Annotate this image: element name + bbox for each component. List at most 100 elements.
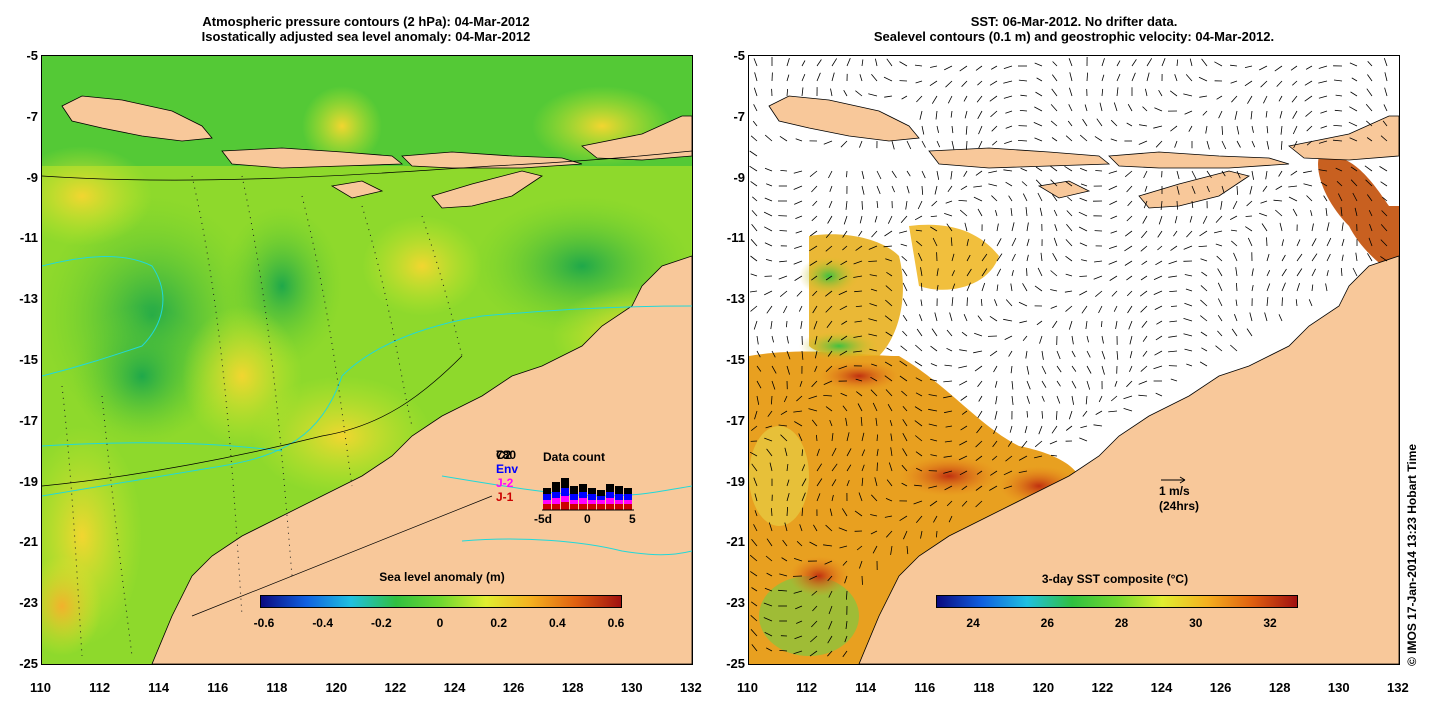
velocity-arrow — [928, 394, 938, 397]
velocity-arrow — [905, 200, 908, 210]
velocity-arrow — [823, 140, 833, 145]
velocity-arrow — [901, 256, 908, 262]
velocity-arrow — [961, 485, 968, 491]
velocity-arrow — [1288, 185, 1298, 188]
velocity-arrow — [1186, 230, 1193, 238]
velocity-arrow — [1170, 245, 1178, 251]
velocity-arrow — [779, 260, 788, 263]
velocity-arrow — [869, 303, 878, 307]
velocity-arrow — [801, 87, 804, 97]
velocity-arrow — [751, 644, 758, 652]
velocity-arrow — [931, 200, 938, 207]
left-colorbar-tick: -0.2 — [370, 616, 392, 630]
velocity-arrow — [840, 392, 848, 397]
velocity-arrow — [794, 421, 803, 427]
velocity-arrow — [779, 573, 788, 577]
velocity-arrow — [1003, 485, 1013, 489]
velocity-arrow — [884, 515, 893, 518]
velocity-arrow — [842, 650, 848, 658]
velocity-arrow — [825, 305, 833, 313]
velocity-arrow — [973, 185, 983, 188]
velocity-arrow — [1191, 185, 1196, 194]
velocity-arrow — [1011, 253, 1016, 262]
velocity-arrow — [827, 575, 833, 582]
velocity-arrow — [900, 243, 908, 247]
velocity-arrow — [1355, 252, 1358, 262]
velocity-arrow — [828, 605, 833, 615]
velocity-arrow — [860, 416, 863, 427]
velocity-arrow — [793, 558, 803, 562]
velocity-arrow — [838, 290, 848, 296]
velocity-arrow — [1168, 335, 1178, 338]
velocity-arrow — [886, 530, 893, 538]
velocity-arrow — [951, 270, 955, 277]
velocity-arrow — [795, 230, 803, 234]
velocity-arrow — [1099, 102, 1103, 112]
velocity-arrow — [977, 410, 983, 419]
velocity-arrow — [977, 208, 983, 217]
velocity-arrow — [1049, 440, 1058, 445]
velocity-arrow — [899, 360, 908, 367]
velocity-arrow — [779, 230, 788, 232]
velocity-arrow — [764, 632, 773, 637]
velocity-arrow — [844, 575, 848, 584]
velocity-arrow — [1101, 320, 1103, 328]
velocity-arrow — [1367, 253, 1373, 262]
velocity-arrow — [771, 508, 773, 517]
velocity-arrow — [1231, 328, 1238, 337]
velocity-arrow — [872, 402, 878, 412]
velocity-arrow — [933, 515, 938, 523]
lat-tick--17-right: -17 — [726, 412, 745, 428]
velocity-arrow — [1018, 470, 1028, 473]
lat-tick--9-left: -9 — [26, 169, 38, 185]
velocity-arrow — [871, 230, 878, 238]
velocity-arrow — [1034, 440, 1043, 448]
velocity-arrow — [981, 253, 988, 262]
velocity-arrow — [902, 298, 908, 307]
velocity-arrow — [887, 215, 893, 224]
velocity-arrow — [1311, 268, 1316, 277]
velocity-arrow — [977, 110, 983, 119]
velocity-arrow — [1201, 58, 1208, 67]
velocity-arrow — [786, 335, 789, 344]
velocity-arrow — [1037, 267, 1043, 277]
velocity-arrow — [753, 58, 758, 67]
velocity-arrow — [1067, 196, 1073, 202]
velocity-arrow — [1129, 365, 1133, 372]
velocity-arrow — [1017, 140, 1028, 142]
velocity-arrow — [754, 410, 758, 420]
velocity-arrow — [1217, 330, 1223, 337]
velocity-arrow — [1140, 275, 1148, 281]
velocity-arrow — [1096, 118, 1103, 127]
velocity-arrow — [1231, 95, 1238, 103]
velocity-arrow — [959, 380, 968, 386]
velocity-arrow — [1296, 239, 1301, 247]
velocity-arrow — [1266, 237, 1268, 247]
velocity-arrow — [885, 285, 893, 292]
velocity-arrow — [816, 493, 821, 502]
velocity-arrow — [814, 350, 818, 359]
velocity-arrow — [843, 215, 848, 225]
velocity-arrow — [899, 515, 908, 522]
velocity-arrow — [827, 350, 833, 357]
velocity-arrow — [1174, 140, 1178, 148]
velocity-arrow — [1010, 365, 1013, 374]
velocity-arrow — [756, 350, 761, 358]
velocity-arrow — [888, 462, 893, 472]
velocity-arrow — [830, 88, 833, 97]
velocity-arrow — [1108, 185, 1118, 191]
velocity-arrow — [1266, 253, 1270, 262]
velocity-arrow — [995, 395, 998, 405]
velocity-arrow — [1129, 350, 1133, 359]
velocity-arrow — [890, 545, 893, 555]
velocity-arrow — [1292, 125, 1298, 135]
velocity-arrow — [786, 57, 790, 67]
velocity-arrow — [1066, 210, 1073, 217]
velocity-arrow — [944, 440, 953, 443]
velocity-arrow — [1124, 170, 1133, 178]
right-colorbar — [936, 595, 1298, 608]
velocity-arrow — [1052, 320, 1058, 329]
velocity-arrow — [981, 268, 988, 277]
velocity-arrow — [859, 140, 863, 148]
velocity-arrow — [1369, 223, 1373, 232]
